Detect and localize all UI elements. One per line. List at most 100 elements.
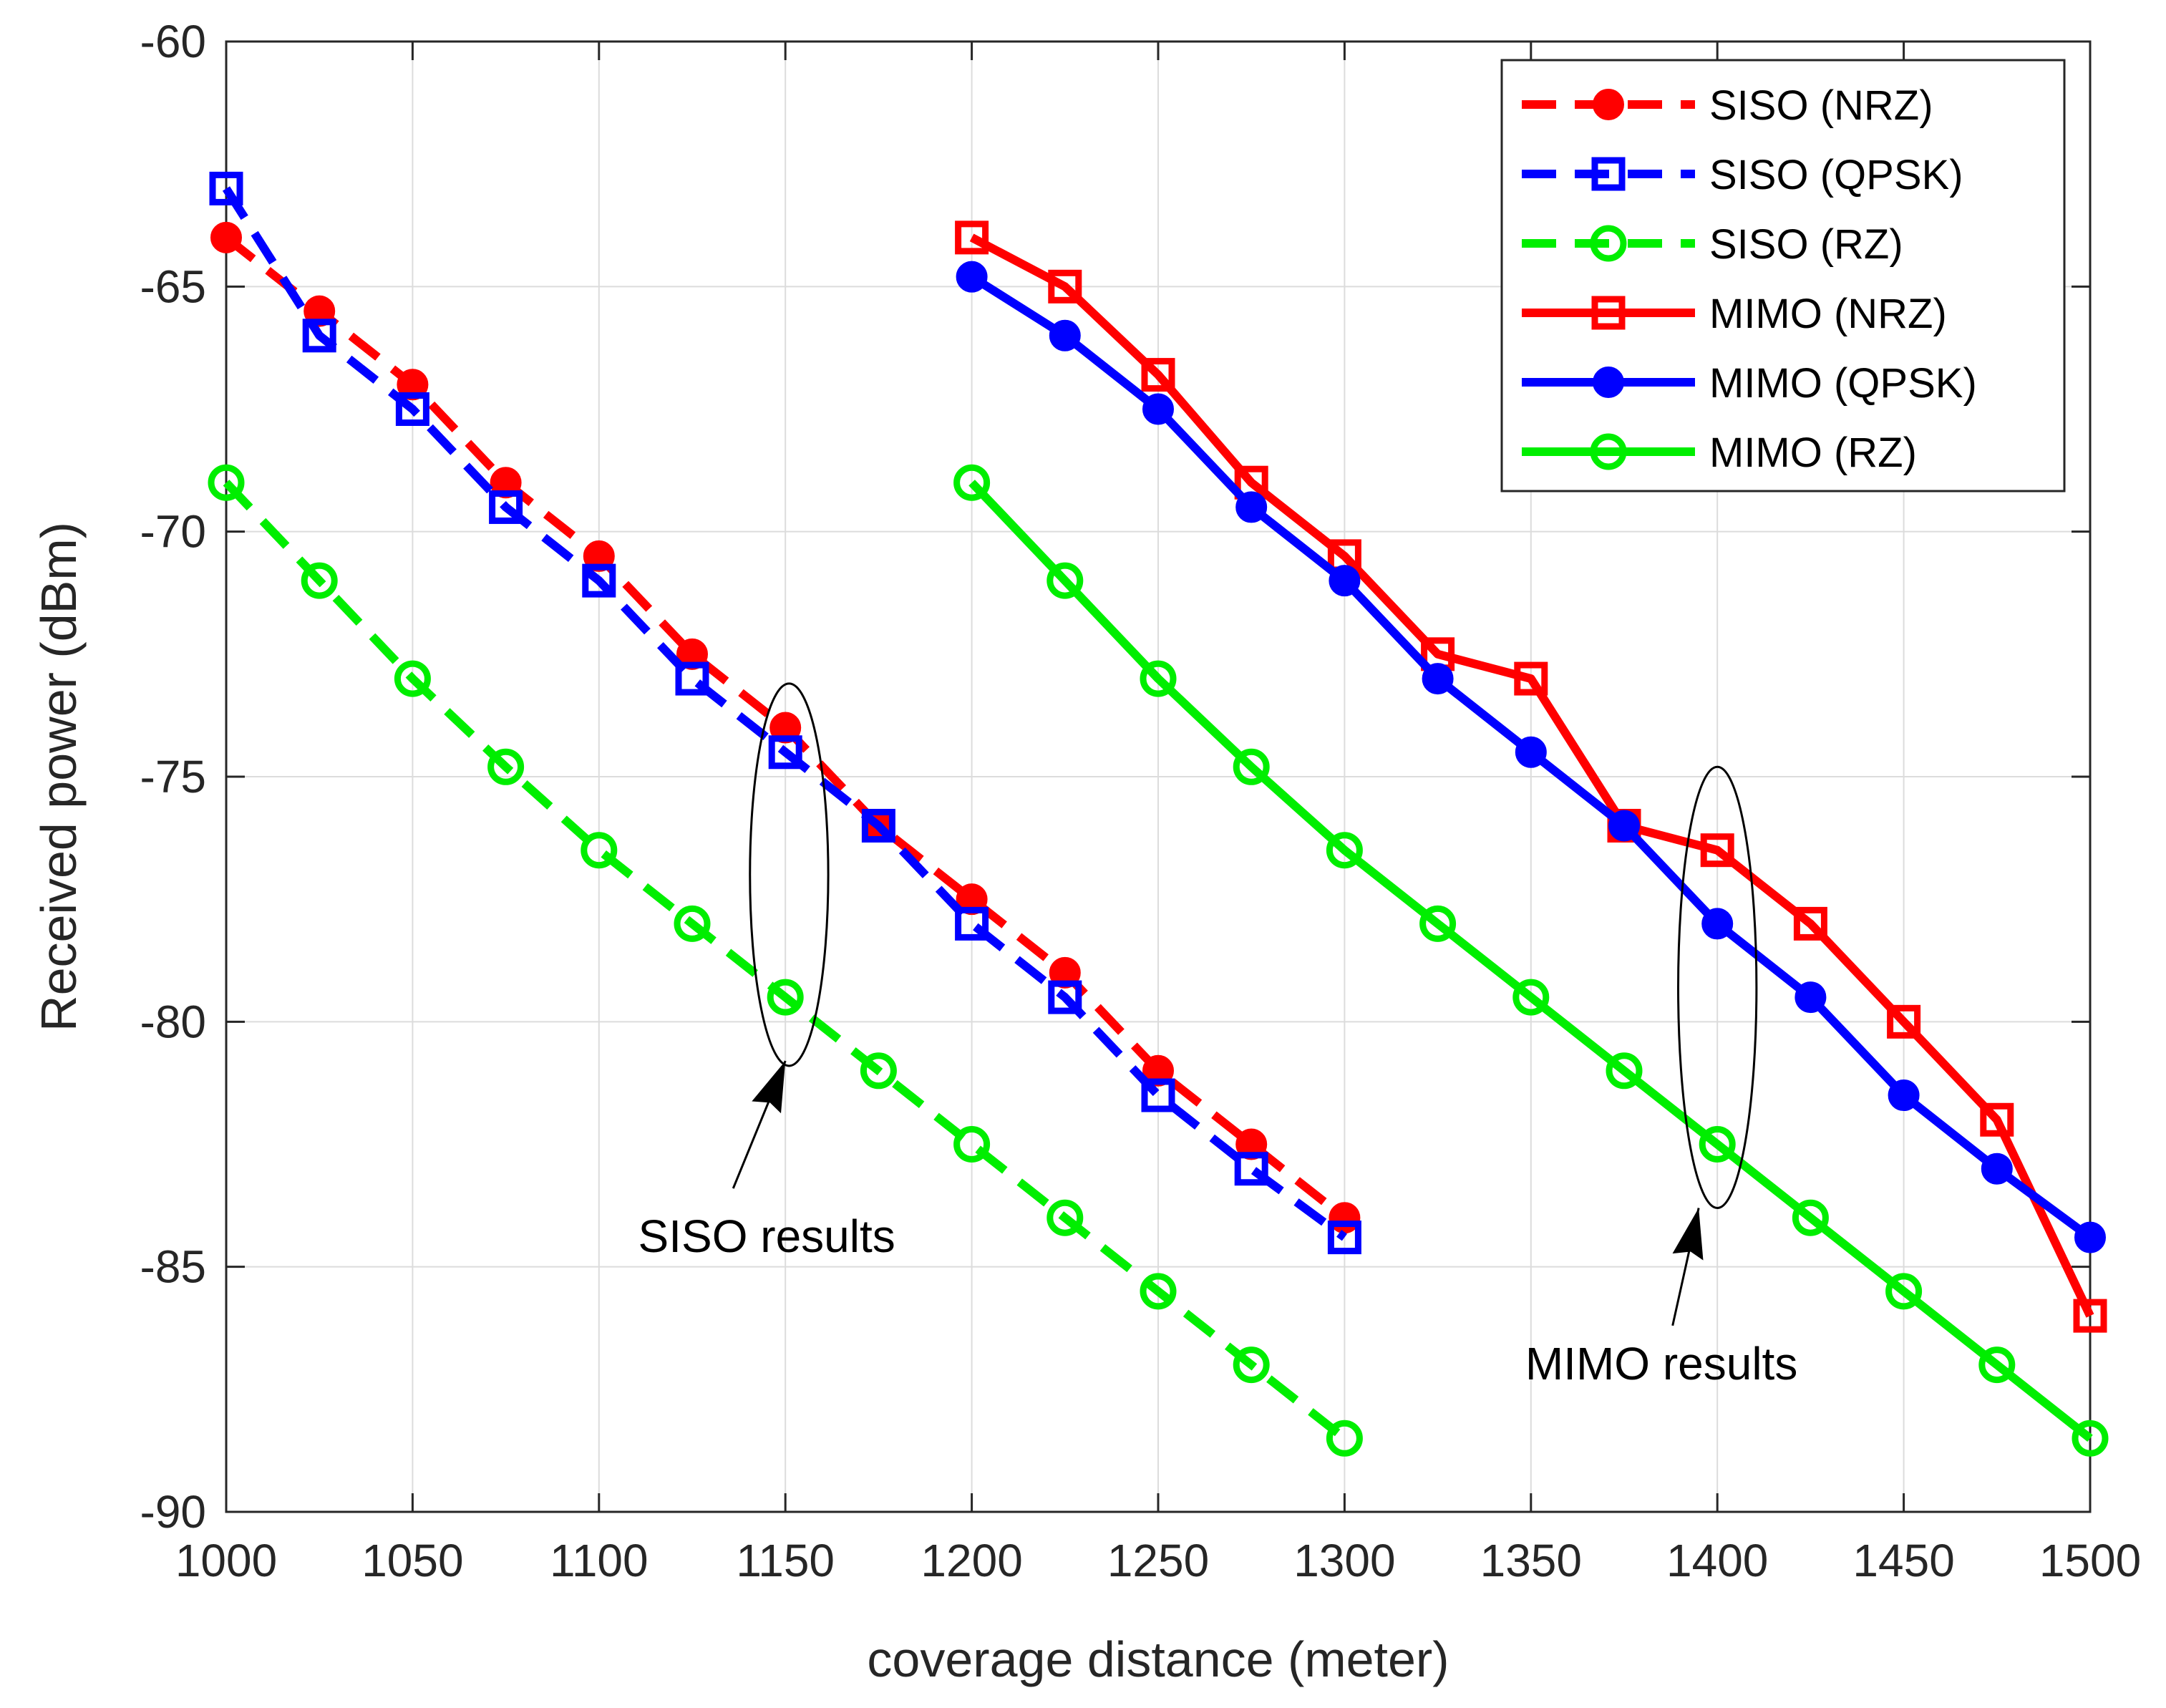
data-point-mimo-qpsk [956,261,988,293]
y-tick-label: -85 [140,1241,207,1293]
data-point-siso-qpsk [675,661,709,696]
data-point-siso-nrz [1235,1128,1268,1160]
legend-entry-siso-rz: SISO (RZ) [1522,221,1903,268]
x-tick-label: 1050 [361,1535,463,1586]
data-point-mimo-nrz [1141,358,1175,392]
series-line-siso-qpsk [222,186,1347,1241]
data-point-siso-nrz [769,712,802,744]
data-point-siso-rz [1233,1346,1270,1384]
data-point-siso-rz [1326,1420,1363,1457]
data-point-siso-qpsk [768,735,802,770]
data-point-siso-rz [487,748,525,785]
y-tick-label: -90 [140,1486,207,1538]
data-point-siso-rz [581,832,618,869]
series-mimo-rz [953,464,2109,1457]
data-point-siso-nrz [210,221,242,253]
legend-label-siso-rz: SISO (RZ) [1709,221,1903,268]
data-point-mimo-qpsk [1329,565,1361,597]
series-line-siso-rz [223,480,1348,1442]
annotation-ellipse [1677,765,1758,1210]
legend-label-mimo-nrz: MIMO (NRZ) [1709,291,1947,337]
data-point-mimo-qpsk [1608,810,1640,842]
data-point-siso-qpsk [1327,1221,1361,1255]
data-point-mimo-qpsk [1701,908,1734,940]
data-point-mimo-rz [1978,1346,2016,1384]
legend-label-siso-nrz: SISO (NRZ) [1709,82,1933,129]
data-point-siso-qpsk [582,563,616,598]
data-point-mimo-nrz [1514,661,1548,696]
x-tick-label: 1300 [1293,1535,1395,1586]
data-point-mimo-nrz [1980,1102,2014,1137]
data-point-siso-qpsk [395,392,429,426]
data-point-mimo-rz [2072,1420,2109,1457]
x-tick-label: 1400 [1666,1535,1768,1586]
legend-marker-mimo-rz [1590,433,1627,470]
data-point-mimo-qpsk [1795,981,1827,1014]
data-point-mimo-rz [1233,748,1270,785]
y-tick-label: -70 [140,506,207,558]
x-tick-label: 1350 [1480,1535,1582,1586]
data-point-mimo-nrz [1793,906,1827,941]
series-siso-qpsk [209,171,1361,1255]
legend-marker-siso-qpsk [1591,157,1626,191]
data-point-siso-nrz [956,883,988,916]
series-line-mimo-rz [968,480,2093,1442]
data-point-mimo-rz [1606,1052,1643,1090]
data-point-mimo-qpsk [1515,736,1547,768]
data-point-siso-rz [394,660,431,697]
legend-entry-siso-nrz: SISO (NRZ) [1522,82,1933,129]
x-tick-label: 1250 [1107,1535,1209,1586]
x-tick-label: 1000 [175,1535,277,1586]
data-point-siso-qpsk [861,808,895,843]
x-tick-label: 1200 [921,1535,1022,1586]
annotation-siso-results: SISO results [638,682,895,1262]
data-point-mimo-qpsk [2074,1221,2106,1253]
y-tick-label: -75 [140,751,207,802]
data-point-mimo-rz [1792,1199,1829,1236]
data-point-siso-rz [674,905,711,942]
data-point-siso-nrz [1329,1202,1361,1234]
legend-marker-mimo-nrz [1591,296,1626,330]
data-point-siso-nrz [397,369,429,401]
x-tick-label: 1450 [1852,1535,1954,1586]
annotation-arrow-head [752,1061,786,1114]
y-tick-label: -80 [140,996,207,1047]
legend-box [1500,59,2066,492]
data-point-siso-nrz [583,540,615,572]
data-point-siso-rz [208,464,245,501]
data-point-mimo-qpsk [1888,1079,1920,1112]
data-point-mimo-nrz [1887,1004,1921,1039]
legend-label-mimo-qpsk: MIMO (QPSK) [1709,360,1977,407]
data-point-siso-qpsk [302,319,336,353]
data-point-siso-rz [953,1126,991,1163]
data-point-mimo-rz [1419,905,1457,942]
annotation-ellipse [749,682,830,1067]
data-point-mimo-rz [1140,660,1177,697]
data-point-mimo-nrz [1048,269,1082,304]
data-point-mimo-nrz [1700,833,1734,868]
data-point-mimo-rz [953,464,991,501]
annotation-arrow-head [1672,1208,1704,1261]
y-tick-label: -65 [140,261,207,312]
x-tick-label: 1150 [736,1535,835,1586]
data-point-siso-rz [1140,1273,1177,1310]
data-point-siso-qpsk [1141,1078,1175,1112]
legend-entry-mimo-nrz: MIMO (NRZ) [1522,291,1947,337]
legend: SISO (NRZ) SISO (QPSK) SISO (RZ) MIMO (NRZ)… [1500,59,2066,492]
legend-entry-mimo-rz: MIMO (RZ) [1522,430,1917,476]
data-point-siso-nrz [676,638,708,670]
y-axis-label: Received power (dBm) [31,522,87,1032]
data-point-mimo-qpsk [1422,663,1454,695]
data-point-mimo-qpsk [1981,1153,2013,1185]
x-tick-label: 1100 [550,1535,649,1586]
axis-ticks: 1000 1050 1100 1150 1200 1250 1300 1350 1400 1450… [140,16,2142,1586]
data-point-siso-nrz [303,295,336,327]
data-point-siso-qpsk [1048,980,1082,1014]
data-point-siso-qpsk [489,490,523,524]
annotation-label: SISO results [638,1210,895,1262]
data-point-siso-rz [301,562,338,599]
x-tick-label: 1500 [2039,1535,2141,1586]
legend-label-mimo-rz: MIMO (RZ) [1709,430,1917,476]
series-siso-rz [208,464,1363,1457]
data-point-siso-qpsk [955,906,989,941]
